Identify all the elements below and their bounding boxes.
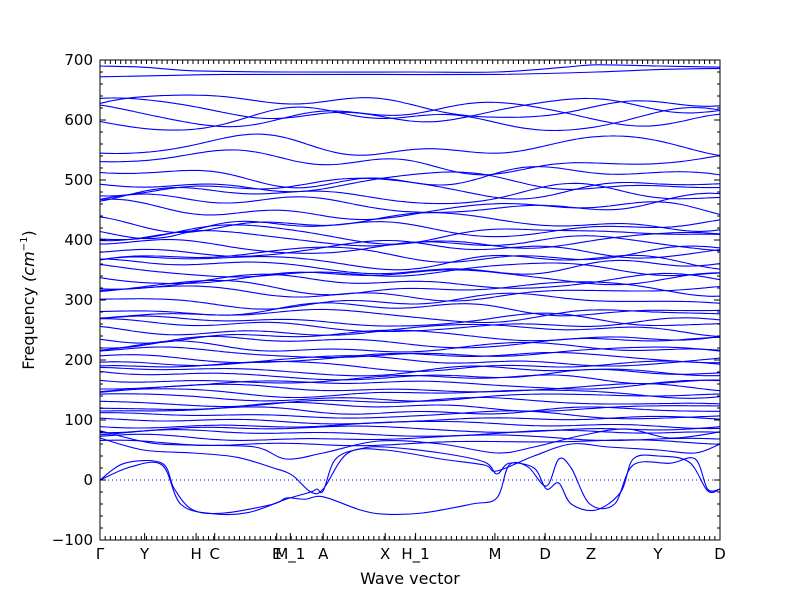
band-line: [100, 269, 720, 286]
band-line: [100, 406, 720, 415]
band-line: [100, 106, 720, 132]
band-line: [100, 340, 720, 353]
x-axis-label: Wave vector: [360, 569, 460, 588]
band-line: [100, 198, 720, 221]
x-tick-label: X: [380, 545, 390, 563]
y-tick-label: 200: [64, 351, 93, 369]
x-tick-label: Y: [652, 545, 663, 563]
band-line: [100, 101, 720, 128]
x-tick-label: M_1: [275, 545, 305, 564]
band-line: [100, 149, 720, 176]
band-line: [100, 254, 720, 271]
band-line: [100, 212, 720, 234]
band-line: [100, 410, 720, 420]
y-axis-label-prefix: Frequency: [19, 282, 38, 370]
band-line: [100, 97, 720, 123]
y-tick-label: 500: [64, 171, 93, 189]
band-line: [100, 192, 720, 213]
band-line: [100, 446, 720, 516]
band-line: [100, 133, 720, 157]
band-line: [100, 415, 720, 425]
band-line: [100, 428, 720, 460]
band-line: [100, 67, 720, 78]
y-axis-label-exp: −1: [19, 237, 30, 252]
band-line: [100, 388, 720, 399]
y-tick-label: 0: [83, 471, 93, 489]
band-line: [100, 368, 720, 381]
band-line: [100, 171, 720, 193]
axes-frame: [99, 59, 721, 541]
band-line: [100, 335, 720, 349]
x-tick-label: Γ: [96, 545, 105, 563]
y-tick-label: 300: [64, 291, 93, 309]
band-line: [100, 279, 720, 297]
band-line: [100, 292, 720, 310]
plot-frame: [99, 59, 721, 541]
band-line: [100, 94, 720, 118]
band-line: [100, 393, 720, 402]
band-line: [100, 177, 720, 200]
band-line: [100, 429, 720, 437]
y-tick-label: 400: [64, 231, 93, 249]
band-line: [100, 360, 720, 372]
band-line: [100, 437, 720, 495]
band-line: [100, 382, 720, 393]
band-line: [100, 365, 720, 377]
x-axis-ticks: Γ Y H C EM_1 A X H_1 M D Z Y D: [96, 60, 726, 564]
band-line: [100, 396, 720, 408]
band-line: [100, 64, 720, 73]
x-tick-label: D: [714, 545, 726, 563]
x-tick-label: H_1: [401, 545, 429, 564]
band-line: [100, 235, 720, 254]
y-tick-label: −100: [52, 531, 93, 549]
x-tick-label: C: [209, 545, 219, 563]
y-tick-label: 700: [64, 51, 93, 69]
x-tick-label: Z: [586, 545, 596, 563]
y-axis-label-close: ): [19, 230, 38, 236]
y-axis-label: Frequency (cm−1): [19, 230, 38, 369]
x-tick-label: E: [272, 545, 281, 563]
band-line: [100, 182, 720, 205]
band-line: [100, 323, 720, 338]
band-line: [100, 285, 720, 302]
band-line: [100, 312, 720, 327]
band-line: [100, 308, 720, 324]
y-axis-label-unit: (cm: [19, 251, 38, 282]
band-line: [100, 262, 720, 278]
band-line: [100, 219, 720, 240]
x-tick-label: Y: [139, 545, 150, 563]
x-tick-label: A: [318, 545, 329, 563]
band-line: [100, 317, 720, 333]
y-axis-ticks: −100 0 100 200 300 400 500 600 700: [52, 51, 720, 549]
x-tick-label: M: [488, 545, 501, 563]
y-tick-label: 100: [64, 411, 93, 429]
band-line: [100, 457, 720, 516]
x-tick-label: D: [539, 545, 551, 563]
band-line: [100, 258, 720, 275]
x-tick-label: H: [190, 545, 201, 563]
band-line: [100, 230, 720, 249]
band-line: [100, 374, 720, 385]
y-tick-label: 600: [64, 111, 93, 129]
band-line: [100, 245, 720, 263]
band-line: [100, 351, 720, 364]
band-line: [100, 420, 720, 430]
band-lines: [100, 64, 720, 516]
